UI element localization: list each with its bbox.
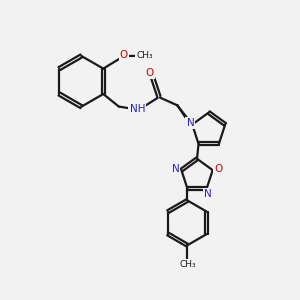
Text: NH: NH (130, 104, 145, 114)
Text: O: O (214, 164, 222, 174)
Text: O: O (120, 50, 128, 60)
Text: CH₃: CH₃ (136, 51, 153, 60)
Text: CH₃: CH₃ (179, 260, 196, 269)
Text: N: N (204, 189, 212, 199)
Text: N: N (172, 164, 179, 174)
Text: O: O (146, 68, 154, 77)
Text: N: N (187, 118, 194, 128)
